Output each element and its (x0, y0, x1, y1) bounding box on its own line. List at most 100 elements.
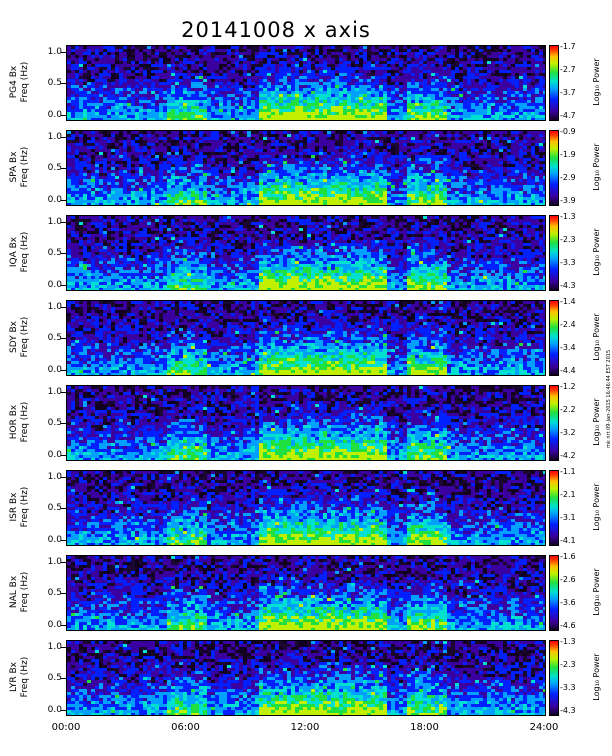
y-tick-mark (61, 392, 66, 393)
spectrogram-plot (66, 215, 546, 291)
y-tick-mark (61, 625, 66, 626)
y-tick-mark (61, 200, 66, 201)
spectrogram-image (67, 131, 545, 205)
y-tick-mark (61, 307, 66, 308)
y-tick-mark (61, 477, 66, 478)
x-tick-label: 24:00 (524, 722, 564, 733)
y-tick-mark (61, 540, 66, 541)
y-tick-label: 0.0 (38, 620, 62, 630)
y-tick-label: 1.0 (38, 132, 62, 142)
y-axis-label: PG4 Bx Freq (Hz) (6, 45, 50, 119)
colorbar-label: Log₁₀ Power (585, 640, 607, 714)
side-note-svg: mk nrt 09-Jan-2015 16:46:44 EST 2015 (606, 350, 612, 448)
colorbar-label-text: Log₁₀ Power (592, 228, 601, 276)
y-axis-label-line: LYR Bx (9, 661, 19, 692)
y-tick-mark (61, 508, 66, 509)
colorbar-tick-label: -4.3 (560, 706, 576, 715)
y-axis-label-line: Freq (Hz) (20, 62, 30, 103)
spectrogram-image (67, 46, 545, 120)
y-tick-mark (61, 222, 66, 223)
y-tick-mark (61, 647, 66, 648)
colorbar-label: Log₁₀ Power (585, 130, 607, 204)
y-tick-mark (61, 710, 66, 711)
y-tick-label: 0.5 (38, 503, 62, 513)
y-tick-label: 0.0 (38, 280, 62, 290)
colorbar-label: Log₁₀ Power (585, 215, 607, 289)
colorbar-label-text: Log₁₀ Power (592, 398, 601, 446)
colorbar-label-text: Log₁₀ Power (592, 143, 601, 191)
colorbar-tick-label: -0.9 (560, 127, 576, 136)
colorbar-label: Log₁₀ Power (585, 470, 607, 544)
y-tick-label: 0.5 (38, 588, 62, 598)
y-tick-label: 0.5 (38, 163, 62, 173)
y-tick-mark (61, 678, 66, 679)
y-axis-label-line: SDY Bx (9, 320, 19, 353)
x-tick-label: 06:00 (166, 722, 206, 733)
colorbar-label-text: Log₁₀ Power (592, 568, 601, 616)
colorbar-label-text: Log₁₀ Power (592, 483, 601, 531)
colorbar-tick-label: -3.2 (560, 428, 576, 437)
panel-hor: HOR Bx Freq (Hz) 1.0 0.5 0.0 -1.2 -2.2 -3.2 -4.2… (0, 382, 612, 469)
y-tick-label: 0.0 (38, 705, 62, 715)
y-tick-mark (61, 455, 66, 456)
spectrogram-plot (66, 470, 546, 546)
y-tick-label: 1.0 (38, 472, 62, 482)
spectrogram-image (67, 556, 545, 630)
colorbar-tick-label: -2.4 (560, 320, 576, 329)
spectrogram-plot (66, 130, 546, 206)
colorbar-label-text: Log₁₀ Power (592, 58, 601, 106)
colorbar-label: Log₁₀ Power (585, 555, 607, 629)
colorbar-tick-label: -1.2 (560, 382, 576, 391)
y-axis-label-line: Freq (Hz) (20, 147, 30, 188)
y-axis-label-line: NAL Bx (9, 575, 19, 608)
y-tick-label: 0.0 (38, 110, 62, 120)
y-tick-mark (61, 285, 66, 286)
colorbar-tick-label: -4.6 (560, 621, 576, 630)
colorbar-tick-label: -4.3 (560, 281, 576, 290)
colorbar-tick-label: -3.7 (560, 88, 576, 97)
colorbar-tick-label: -3.3 (560, 683, 576, 692)
colorbar-tick-label: -3.6 (560, 598, 576, 607)
y-tick-label: 0.0 (38, 535, 62, 545)
colorbar (549, 470, 559, 546)
y-tick-mark (61, 593, 66, 594)
spectrogram-image (67, 641, 545, 715)
spectrogram-image (67, 471, 545, 545)
colorbar-tick-label: -2.7 (560, 65, 576, 74)
y-axis-label: SDY Bx Freq (Hz) (6, 300, 50, 374)
x-tick-label: 00:00 (46, 722, 86, 733)
y-tick-label: 0.0 (38, 195, 62, 205)
colorbar-tick-label: -4.1 (560, 536, 576, 545)
colorbar-tick-label: -2.9 (560, 173, 576, 182)
panel-iqa: IQA Bx Freq (Hz) 1.0 0.5 0.0 -1.3 -2.3 -3.3 -4.3… (0, 212, 612, 299)
panel-sdy: SDY Bx Freq (Hz) 1.0 0.5 0.0 -1.4 -2.4 -3.4 -4.4… (0, 297, 612, 384)
y-tick-label: 1.0 (38, 47, 62, 57)
colorbar-tick-label: -1.9 (560, 150, 576, 159)
panel-spa: SPA Bx Freq (Hz) 1.0 0.5 0.0 -0.9 -1.9 -2.9 -3.9… (0, 127, 612, 214)
y-axis-label-line: ISR Bx (9, 492, 19, 522)
y-tick-label: 0.0 (38, 450, 62, 460)
colorbar-label-text: Log₁₀ Power (592, 653, 601, 701)
y-axis-label-line: Freq (Hz) (20, 572, 30, 613)
colorbar-tick-label: -2.3 (560, 660, 576, 669)
y-tick-label: 0.0 (38, 365, 62, 375)
y-tick-label: 0.5 (38, 673, 62, 683)
colorbar (549, 640, 559, 716)
y-axis-label-line: Freq (Hz) (20, 487, 30, 528)
chart-title-text: 20141008 x axis (181, 18, 371, 42)
y-axis-label-line: SPA Bx (9, 151, 19, 183)
colorbar-tick-label: -3.1 (560, 513, 576, 522)
colorbar-tick-label: -3.4 (560, 343, 576, 352)
colorbar-tick-label: -2.2 (560, 405, 576, 414)
colorbar-tick-label: -4.7 (560, 111, 576, 120)
chart-title: 20141008 x axis (0, 18, 612, 42)
y-axis-label: HOR Bx Freq (Hz) (6, 385, 50, 459)
colorbar (549, 300, 559, 376)
y-tick-label: 1.0 (38, 557, 62, 567)
colorbar-tick-label: -1.4 (560, 297, 576, 306)
panel-isr: ISR Bx Freq (Hz) 1.0 0.5 0.0 -1.1 -2.1 -3.1 -4.1… (0, 467, 612, 554)
y-axis-label-line: Freq (Hz) (20, 402, 30, 443)
panel-nal: NAL Bx Freq (Hz) 1.0 0.5 0.0 -1.6 -2.6 -3.6 -4.6… (0, 552, 612, 639)
side-note-text: mk nrt 09-Jan-2015 16:46:44 EST 2015 (606, 350, 612, 448)
colorbar (549, 385, 559, 461)
